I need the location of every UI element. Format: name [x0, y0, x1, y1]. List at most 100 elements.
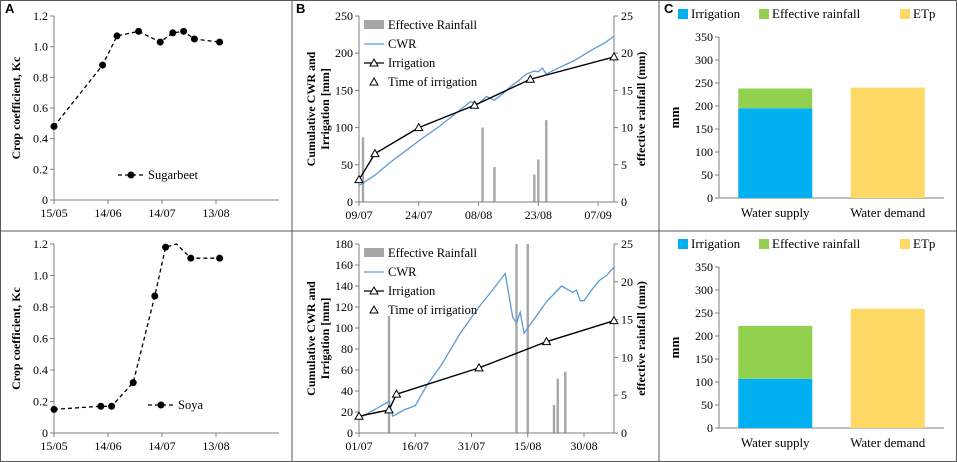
irrigation-time-marker	[391, 389, 402, 398]
y-tick-label-left: 100	[335, 121, 353, 135]
x-tick-label: 09/07	[345, 208, 372, 222]
rainfall-bar	[533, 174, 536, 202]
y-tick-label-left: 20	[341, 405, 353, 419]
y-tick-label: 200	[695, 329, 713, 343]
bar-segment	[850, 87, 925, 198]
kc-data-point	[190, 35, 198, 43]
irrigation-time-marker	[370, 148, 380, 158]
x-tick-label: 15/05	[40, 206, 67, 220]
kc-data-point	[180, 27, 188, 35]
y-tick-label: 0.6	[33, 101, 48, 115]
y-tick-label: 50	[701, 168, 713, 182]
bar-segment	[850, 308, 925, 428]
kc-data-point	[187, 254, 195, 262]
y-tick-label: 50	[701, 398, 713, 412]
chart-b-top: 0 50 100 150 200 250 0 5 10 15 20 25 09/07 24/07 08/08…	[304, 9, 648, 222]
irrigation-time-marker	[474, 362, 484, 372]
irrigation-time-marker	[384, 404, 394, 414]
legend-time-marker	[369, 304, 379, 314]
legend-time-marker	[369, 76, 379, 86]
y-axis-title: Crop coefficient, Kc	[9, 286, 23, 389]
legend-swatch	[900, 239, 910, 249]
irrigation-time-marker	[413, 122, 424, 132]
rainfall-bar	[545, 120, 548, 202]
y-tick-label-right: 15	[621, 313, 633, 327]
kc-series-line	[53, 30, 220, 127]
y-tick-label-left: 50	[341, 158, 353, 172]
x-tick-label: 24/07	[405, 208, 432, 222]
kc-data-point	[50, 405, 58, 413]
y-tick-label: 100	[695, 375, 713, 389]
legend-label: Effective rainfall	[772, 236, 861, 251]
legend-label: ETp	[913, 6, 935, 21]
panel-label-c: C	[664, 1, 674, 16]
kc-data-point	[97, 402, 105, 410]
legend-swatch	[678, 9, 688, 19]
y-tick-label: 0.2	[33, 395, 48, 409]
kc-data-point	[216, 254, 224, 262]
x-tick-label: 15/05	[40, 439, 67, 453]
kc-data-point	[162, 243, 170, 251]
y-tick-label: 0	[42, 426, 48, 440]
rainfall-bar	[537, 159, 540, 202]
y-axis-title-left: Cumulative CWR andIrrigation [mm]	[304, 281, 332, 396]
legend-irrigation-marker	[369, 57, 379, 67]
bar-segment	[738, 108, 813, 198]
x-tick-label: 13/08	[202, 439, 229, 453]
y-tick-label-left: 160	[335, 258, 353, 272]
x-tick-label: 01/07	[345, 439, 372, 453]
y-tick-label-right: 5	[621, 388, 627, 402]
rainfall-bar	[526, 244, 529, 433]
y-tick-label-right: 15	[621, 83, 633, 97]
x-tick-label: 14/07	[148, 206, 175, 220]
y-tick-label: 0.6	[33, 332, 48, 346]
legend-rainfall-swatch	[364, 20, 384, 29]
y-tick-label-right: 25	[621, 9, 633, 23]
legend-swatch	[900, 9, 910, 19]
y-tick-label: 0.8	[33, 70, 48, 84]
bar-segment	[738, 378, 813, 428]
irrigation-series-line	[358, 56, 615, 181]
x-tick-label: 13/08	[202, 206, 229, 220]
cwr-series-line	[358, 266, 615, 419]
legend-swatch	[678, 239, 688, 249]
y-axis-title-right: effective rainfall (mm)	[634, 52, 648, 167]
y-tick-label-right: 5	[621, 158, 627, 172]
y-tick-label-right: 0	[621, 195, 627, 209]
rainfall-bar	[556, 378, 559, 433]
legend-label: Effective rainfall	[772, 6, 861, 21]
irrigation-time-marker	[609, 315, 619, 325]
x-tick-label: 15/08	[514, 439, 541, 453]
x-tick-label: 16/07	[402, 439, 429, 453]
legend-swatch	[759, 239, 769, 249]
legend-irrigation-label: Irrigation	[388, 56, 436, 70]
y-tick-label: 1.0	[33, 269, 48, 283]
y-tick-label-right: 10	[621, 350, 633, 364]
x-tick-label: 30/08	[570, 439, 597, 453]
y-tick-label-right: 20	[621, 46, 633, 60]
irrigation-time-marker	[354, 174, 364, 184]
y-tick-label: 1.0	[33, 40, 48, 54]
y-tick-label-left: 140	[335, 279, 353, 293]
y-tick-label: 300	[695, 53, 713, 67]
y-tick-label-left: 120	[335, 300, 353, 314]
kc-data-point	[113, 32, 121, 40]
y-tick-label: 0	[42, 193, 48, 207]
legend-cwr-label: CWR	[388, 265, 417, 279]
y-tick-label: 250	[695, 76, 713, 90]
irrigation-time-marker	[525, 74, 536, 83]
category-label: Water supply	[741, 205, 810, 220]
y-tick-label: 0.4	[33, 132, 48, 146]
y-tick-label-left: 200	[335, 46, 353, 60]
chart-a-top: 0 0.2 0.4 0.6 0.8 1.0 1.2 15/05 14/06 14/07 13/08 C…	[9, 9, 279, 220]
y-tick-label: 0.4	[33, 363, 48, 377]
x-tick-label: 23/08	[525, 208, 552, 222]
rainfall-bar	[481, 127, 484, 202]
y-tick-label-left: 100	[335, 321, 353, 335]
y-tick-label: 250	[695, 306, 713, 320]
chart-a-bottom: 0 0.2 0.4 0.6 0.8 1.0 1.2 15/05 14/06 14/07 13/08 C…	[9, 237, 279, 453]
legend-rainfall-label: Effective Rainfall	[388, 18, 477, 32]
y-axis-title-right: effective rainfall (mm)	[634, 281, 648, 396]
legend-label: Irrigation	[691, 236, 741, 251]
legend-irrigation-label: Irrigation	[388, 284, 436, 298]
